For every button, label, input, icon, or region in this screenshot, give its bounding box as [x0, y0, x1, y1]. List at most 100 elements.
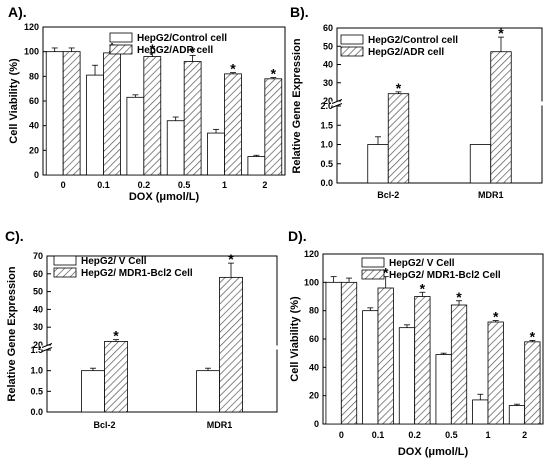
- y-tick-label: 100: [304, 277, 319, 287]
- chart-panel-1: A). Cell Viability (%) 0 20 40 60 80 100 120 0 0.1…: [8, 4, 286, 203]
- chart-panel-4: D). Cell Viability (%) 0 20 40 60 80 100 120 0 0.1…: [288, 228, 544, 458]
- y-tick-label: 60: [33, 269, 43, 279]
- bar-open: [469, 144, 492, 184]
- legend-swatch: [53, 267, 77, 278]
- y-tick-label: 30: [323, 78, 333, 88]
- axis-break-mark: [41, 343, 53, 348]
- significance-star: *: [456, 289, 462, 305]
- y-tick-label: 80: [309, 306, 319, 316]
- bar-hatched: [487, 321, 504, 425]
- y-tick-label: 50: [323, 41, 333, 51]
- bar-open: [207, 132, 225, 176]
- legend-label: HepG2/Control cell: [137, 33, 227, 44]
- x-axis-title: DOX (μmol/L): [129, 191, 200, 203]
- legend-swatch: [109, 32, 133, 43]
- y-tick-label: 40: [309, 362, 319, 372]
- y-tick-label: 30: [33, 322, 43, 332]
- significance-star: *: [113, 328, 119, 344]
- y-tick-label: 0.0: [320, 178, 333, 188]
- y-axis-title: Relative Gene Expression: [6, 266, 18, 401]
- bar-hatched: [387, 93, 410, 184]
- x-tick-label: Bcl-2: [377, 190, 399, 200]
- bar-open: [247, 156, 266, 176]
- bar-open: [508, 405, 526, 425]
- bar-open: [367, 144, 389, 184]
- chart-panel-3: C). Relative Gene Expression 0.0 0.5 1.0 1.52…: [5, 228, 278, 430]
- x-tick-label: 0.2: [138, 180, 151, 190]
- bar-hatched: [104, 341, 128, 413]
- legend-swatch: [361, 257, 385, 268]
- bar-open: [196, 370, 220, 413]
- legend-swatch: [340, 46, 364, 57]
- y-tick-label: 100: [24, 47, 39, 57]
- y-tick-label: 20: [323, 96, 333, 106]
- bar-open: [362, 310, 379, 425]
- y-tick-label: 40: [323, 60, 333, 70]
- panel-label: A).: [8, 4, 27, 20]
- y-axis-title: Relative Gene Expression: [291, 38, 303, 173]
- significance-star: *: [230, 61, 236, 77]
- significance-star: *: [530, 328, 536, 344]
- y-tick-label: 0.5: [320, 159, 333, 169]
- x-tick-label: 1: [485, 430, 490, 440]
- legend-label: HepG2/ADR cell: [368, 47, 444, 58]
- y-axis-title: Cell Viability (%): [289, 296, 301, 382]
- bar-hatched: [143, 56, 162, 176]
- x-tick-label: 0: [339, 430, 344, 440]
- bar-open: [398, 327, 416, 425]
- significance-star: *: [498, 25, 504, 41]
- bar-open: [81, 370, 105, 413]
- x-tick-label: 0: [61, 180, 66, 190]
- bar-hatched: [490, 51, 512, 184]
- bar-hatched: [377, 287, 394, 425]
- bar-open: [472, 399, 489, 425]
- chart-panel-2: B). Relative Gene Expression 0.0 0.5 1.0 1.5 2…: [290, 4, 543, 200]
- y-tick-label: 0: [314, 419, 319, 429]
- bar-open: [435, 354, 452, 425]
- legend-label: HepG2/ MDR1-Bcl2 Cell: [389, 270, 501, 281]
- significance-star: *: [396, 80, 402, 96]
- significance-star: *: [228, 251, 234, 267]
- y-tick-label: 40: [33, 304, 43, 314]
- y-tick-label: 70: [33, 251, 43, 261]
- significance-star: *: [190, 43, 196, 59]
- axis-break-mark: [331, 99, 343, 104]
- bar-hatched: [450, 304, 468, 425]
- bar-hatched: [524, 341, 541, 425]
- x-axis-title: DOX (μmol/L): [398, 446, 469, 458]
- legend-label: HepG2/ADR cell: [137, 45, 213, 56]
- y-tick-label: 1.5: [30, 345, 43, 355]
- y-tick-label: 60: [29, 96, 39, 106]
- bar-hatched: [340, 281, 358, 425]
- bar-open: [325, 281, 342, 425]
- axis-break-gap: [41, 345, 278, 350]
- y-tick-label: 50: [33, 287, 43, 297]
- x-tick-label: 1: [222, 180, 227, 190]
- y-tick-label: 1.5: [320, 120, 333, 130]
- bar-open: [45, 51, 64, 176]
- panel-label: B).: [290, 4, 309, 20]
- legend-label: HepG2/ MDR1-Bcl2 Cell: [81, 268, 193, 279]
- significance-star: *: [271, 66, 277, 82]
- significance-star: *: [150, 41, 156, 57]
- bar-hatched: [414, 296, 431, 425]
- y-tick-label: 1.0: [30, 366, 43, 376]
- y-tick-label: 0.0: [30, 407, 43, 417]
- x-tick-label: 0.5: [445, 430, 458, 440]
- x-tick-label: 0.5: [178, 180, 191, 190]
- y-axis-title: Cell Viability (%): [8, 58, 20, 144]
- y-tick-label: 60: [309, 334, 319, 344]
- legend-swatch: [361, 269, 385, 280]
- legend-label: HepG2/Control cell: [368, 35, 458, 46]
- legend-swatch: [53, 255, 77, 266]
- bar-open: [166, 120, 185, 176]
- y-tick-label: 1.0: [320, 140, 333, 150]
- bar-hatched: [224, 73, 242, 176]
- axis-break-mark: [41, 347, 53, 352]
- significance-star: *: [493, 309, 499, 325]
- x-tick-label: 2: [522, 430, 527, 440]
